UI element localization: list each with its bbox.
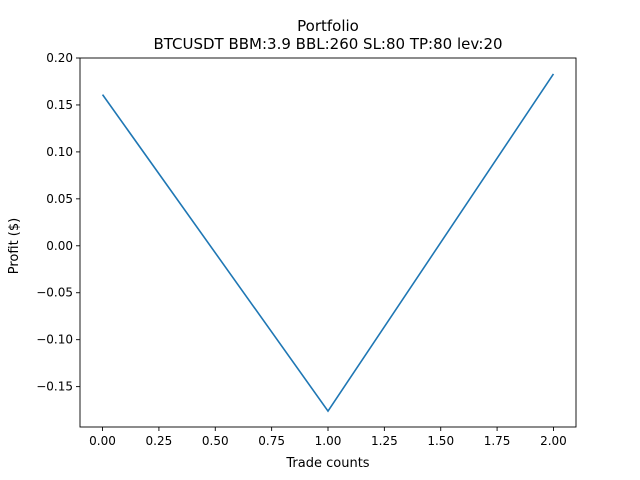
- y-axis-label: Profit ($): [7, 218, 22, 274]
- y-tick-label: −0.10: [36, 333, 73, 347]
- x-axis-label: Trade counts: [285, 456, 369, 471]
- y-tick-label: 0.00: [46, 239, 73, 253]
- y-tick-label: 0.05: [46, 192, 73, 206]
- y-tick-label: −0.15: [36, 380, 73, 394]
- y-tick-label: 0.15: [46, 98, 73, 112]
- x-tick-label: 0.25: [146, 434, 173, 448]
- x-tick-label: 0.00: [89, 434, 116, 448]
- y-tick-label: 0.20: [46, 51, 73, 65]
- x-tick-label: 1.50: [427, 434, 454, 448]
- series-line-0: [101, 73, 555, 413]
- plot-frame: [79, 57, 577, 428]
- x-tick-label: 0.75: [258, 434, 285, 448]
- x-tick-label: 1.00: [315, 434, 342, 448]
- y-tick-label: −0.05: [36, 286, 73, 300]
- x-tick-label: 2.00: [540, 434, 567, 448]
- chart-title: Portfolio: [297, 17, 359, 35]
- x-tick-label: 0.50: [202, 434, 229, 448]
- chart-subtitle: BTCUSDT BBM:3.9 BBL:260 SL:80 TP:80 lev:…: [153, 35, 502, 53]
- y-tick-label: 0.10: [46, 145, 73, 159]
- plot-area: 0.00 0.25 0.50 0.75 1.00 1.25 1.50 1.75 2.00 −0.1…: [36, 51, 577, 448]
- x-tick-label: 1.75: [484, 434, 511, 448]
- x-tick-label: 1.25: [371, 434, 398, 448]
